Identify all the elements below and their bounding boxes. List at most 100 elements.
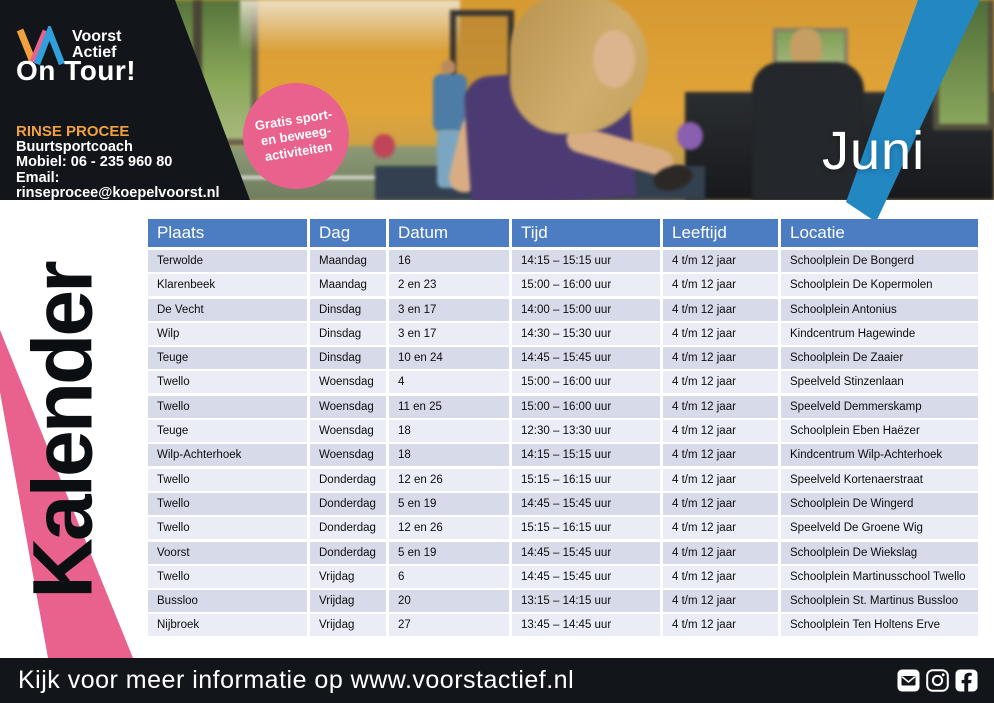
column-header: Tijd xyxy=(512,219,660,247)
table-cell: Speelveld Kortenaerstraat xyxy=(781,468,978,491)
table-cell: Twello xyxy=(148,468,307,491)
table-cell: 14:15 – 15:15 uur xyxy=(512,250,660,272)
table-header-row: Plaats Dag Datum Tijd Leeftijd Locatie xyxy=(148,219,978,247)
table-cell: Wilp-Achterhoek xyxy=(148,444,307,467)
contact-name: RINSE PROCEE xyxy=(16,123,130,140)
table-cell: 14:15 – 15:15 uur xyxy=(512,444,660,467)
va-logo-icon xyxy=(16,26,66,66)
table-cell: 4 t/m 12 jaar xyxy=(663,444,778,467)
table-cell: 4 t/m 12 jaar xyxy=(663,250,778,272)
table-cell: Woensdag xyxy=(310,420,386,443)
table-cell: Twello xyxy=(148,517,307,540)
table-cell: Schoolplein Ten Holtens Erve xyxy=(781,614,978,637)
table-cell: Twello xyxy=(148,371,307,394)
contact-email[interactable]: Email: rinseprocee@koepelvoorst.nl xyxy=(16,169,220,201)
facebook-icon[interactable] xyxy=(955,669,978,692)
table-cell: 4 t/m 12 jaar xyxy=(663,541,778,564)
schedule-body: Terwolde Maandag 16 14:15 – 15:15 uur 4 t/m … xyxy=(148,250,978,637)
social-icons xyxy=(897,669,978,692)
table-cell: 4 t/m 12 jaar xyxy=(663,468,778,491)
table-cell: 3 en 17 xyxy=(389,298,509,321)
table-cell: 14:45 – 15:45 uur xyxy=(512,347,660,370)
table-cell: Schoolplein De Kopermolen xyxy=(781,274,978,297)
table-cell: Donderdag xyxy=(310,541,386,564)
table-row: Bussloo Vrijdag 20 13:15 – 14:15 uur 4 t/m 1… xyxy=(148,590,978,613)
table-cell: Vrijdag xyxy=(310,614,386,637)
table-cell: 14:45 – 15:45 uur xyxy=(512,565,660,588)
table-cell: Terwolde xyxy=(148,250,307,272)
table-cell: 4 t/m 12 jaar xyxy=(663,565,778,588)
kalender-title: Kalender xyxy=(15,263,110,599)
table-cell: 18 xyxy=(389,420,509,443)
table-cell: Dinsdag xyxy=(310,322,386,345)
table-cell: 27 xyxy=(389,614,509,637)
instagram-icon[interactable] xyxy=(926,669,949,692)
table-row: Twello Donderdag 12 en 26 15:15 – 16:15 uur… xyxy=(148,517,978,540)
table-cell: Schoolplein St. Martinus Bussloo xyxy=(781,590,978,613)
table-cell: 4 t/m 12 jaar xyxy=(663,517,778,540)
table-cell: Klarenbeek xyxy=(148,274,307,297)
table-cell: Teuge xyxy=(148,420,307,443)
table-cell: Schoolplein De Wiekslag xyxy=(781,541,978,564)
table-row: Voorst Donderdag 5 en 19 14:45 – 15:45 uur 4… xyxy=(148,541,978,564)
child-figure xyxy=(433,74,467,132)
table-cell: Dinsdag xyxy=(310,347,386,370)
table-cell: Teuge xyxy=(148,347,307,370)
table-cell: Schoolplein De Zaaier xyxy=(781,347,978,370)
table-cell: 4 xyxy=(389,371,509,394)
table-cell: 13:15 – 14:15 uur xyxy=(512,590,660,613)
table-cell: Woensdag xyxy=(310,371,386,394)
table-cell: Schoolplein De Wingerd xyxy=(781,492,978,515)
table-cell: 15:00 – 16:00 uur xyxy=(512,395,660,418)
column-header: Leeftijd xyxy=(663,219,778,247)
table-cell: Speelveld Stinzenlaan xyxy=(781,371,978,394)
table-cell: Vrijdag xyxy=(310,590,386,613)
contact-block: RINSE PROCEE Buurtsportcoach Mobiel: 06 … xyxy=(16,123,250,201)
table-cell: Donderdag xyxy=(310,517,386,540)
table-cell: 3 en 17 xyxy=(389,322,509,345)
table-cell: 20 xyxy=(389,590,509,613)
ceiling-glow xyxy=(240,0,460,52)
table-row: De Vecht Dinsdag 3 en 17 14:00 – 15:00 uur 4… xyxy=(148,298,978,321)
table-cell: 11 en 25 xyxy=(389,395,509,418)
footer-bar: Kijk voor meer informatie op www.voorsta… xyxy=(0,658,994,703)
child-figure xyxy=(441,60,456,75)
table-cell: Maandag xyxy=(310,274,386,297)
table-cell: 15:00 – 16:00 uur xyxy=(512,371,660,394)
table-cell: Kindcentrum Hagewinde xyxy=(781,322,978,345)
table-cell: 6 xyxy=(389,565,509,588)
footer-message[interactable]: Kijk voor meer informatie op www.voorsta… xyxy=(18,666,575,694)
table-cell: 4 t/m 12 jaar xyxy=(663,274,778,297)
table-row: Twello Woensdag 11 en 25 15:00 – 16:00 uur 4… xyxy=(148,395,978,418)
table-row: Teuge Woensdag 18 12:30 – 13:30 uur 4 t/m 12… xyxy=(148,420,978,443)
gym-photo xyxy=(145,0,994,200)
table-cell: 14:45 – 15:45 uur xyxy=(512,541,660,564)
table-cell: 4 t/m 12 jaar xyxy=(663,420,778,443)
table-cell: 12 en 26 xyxy=(389,468,509,491)
table-cell: 15:15 – 16:15 uur xyxy=(512,517,660,540)
table-cell: 15:15 – 16:15 uur xyxy=(512,468,660,491)
contact-mobile: Mobiel: 06 - 235 960 80 xyxy=(16,154,173,170)
table-cell: Schoolplein De Bongerd xyxy=(781,250,978,272)
table-row: Teuge Dinsdag 10 en 24 14:45 – 15:45 uur 4 t… xyxy=(148,347,978,370)
column-header: Datum xyxy=(389,219,509,247)
table-cell: 14:30 – 15:30 uur xyxy=(512,322,660,345)
table-cell: Voorst xyxy=(148,541,307,564)
balloon-red xyxy=(373,134,395,158)
table-cell: 14:00 – 15:00 uur xyxy=(512,298,660,321)
table-cell: 4 t/m 12 jaar xyxy=(663,590,778,613)
table-cell: Schoolplein Antonius xyxy=(781,298,978,321)
table-cell: 12:30 – 13:30 uur xyxy=(512,420,660,443)
table-cell: Wilp xyxy=(148,322,307,345)
table-cell: 14:45 – 15:45 uur xyxy=(512,492,660,515)
table-cell: Speelveld De Groene Wig xyxy=(781,517,978,540)
free-activities-badge: Gratis sport- en beweeg- activiteiten xyxy=(243,83,349,189)
table-cell: Dinsdag xyxy=(310,298,386,321)
table-row: Klarenbeek Maandag 2 en 23 15:00 – 16:00 uu… xyxy=(148,274,978,297)
voorst-actief-logo: Voorst Actief xyxy=(16,26,121,66)
table-cell: De Vecht xyxy=(148,298,307,321)
table-cell: 5 en 19 xyxy=(389,541,509,564)
email-icon[interactable] xyxy=(897,669,920,692)
balloon-purple xyxy=(677,122,703,150)
